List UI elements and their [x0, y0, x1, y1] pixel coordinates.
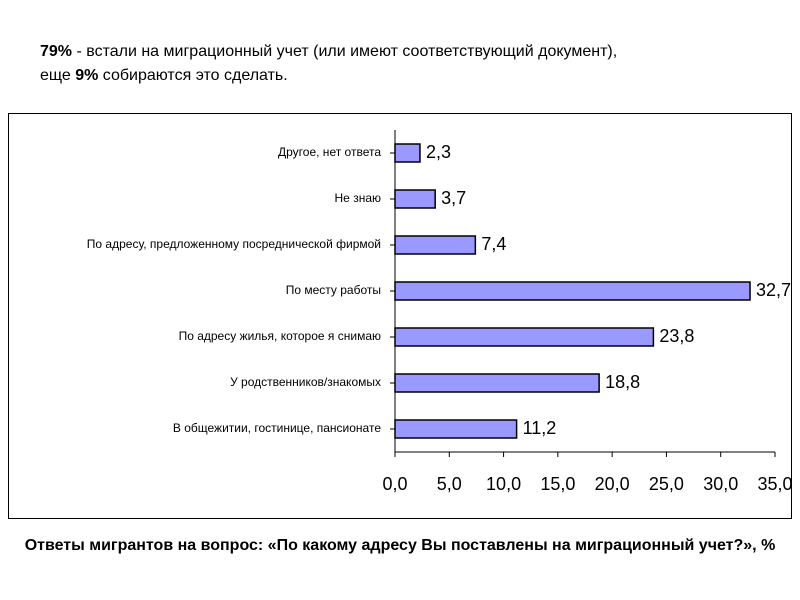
y-tick-label: По адресу жилья, которое я снимаю [179, 329, 381, 343]
bar [394, 419, 518, 439]
value-label: 2,3 [426, 142, 451, 162]
bar [394, 373, 600, 393]
bar [394, 281, 751, 301]
header-text: - встали на миграционный учет (или имеют… [72, 43, 618, 60]
value-label: 32,7 [756, 280, 791, 300]
caption: Ответы мигрантов на вопрос: «По какому а… [24, 537, 776, 554]
x-tick-label: 25,0 [649, 474, 684, 494]
value-label: 23,8 [659, 326, 694, 346]
value-label: 7,4 [481, 234, 506, 254]
x-tick-label: 35,0 [757, 474, 792, 494]
y-tick-label: По месту работы [286, 283, 381, 297]
chart-frame [8, 113, 792, 519]
x-tick-label: 5,0 [437, 474, 462, 494]
x-tick-label: 0,0 [382, 474, 407, 494]
y-tick-label: В общежитии, гостинице, пансионате [173, 421, 381, 435]
header-text: собираются это сделать. [98, 67, 288, 84]
value-label: 11,2 [523, 418, 557, 438]
header: 79% - встали на миграционный учет (или и… [40, 40, 780, 88]
value-label: 18,8 [605, 372, 640, 392]
bar [394, 327, 655, 347]
header-text: 9% [75, 67, 99, 84]
y-tick-label: Не знаю [335, 191, 381, 205]
y-tick-label: По адресу, предложенному посреднической … [87, 237, 381, 251]
value-label: 3,7 [441, 188, 466, 208]
bar [394, 189, 436, 209]
bar [394, 143, 421, 163]
y-tick-label: У родственников/знакомых [230, 375, 381, 389]
header-text: 79% [40, 43, 73, 60]
y-tick-label: Другое, нет ответа [278, 145, 381, 159]
x-tick-label: 30,0 [703, 474, 738, 494]
x-tick-label: 15,0 [540, 474, 575, 494]
x-tick-label: 10,0 [486, 474, 521, 494]
bar [394, 235, 477, 255]
header-text: еще [40, 67, 76, 84]
x-tick-label: 20,0 [595, 474, 630, 494]
